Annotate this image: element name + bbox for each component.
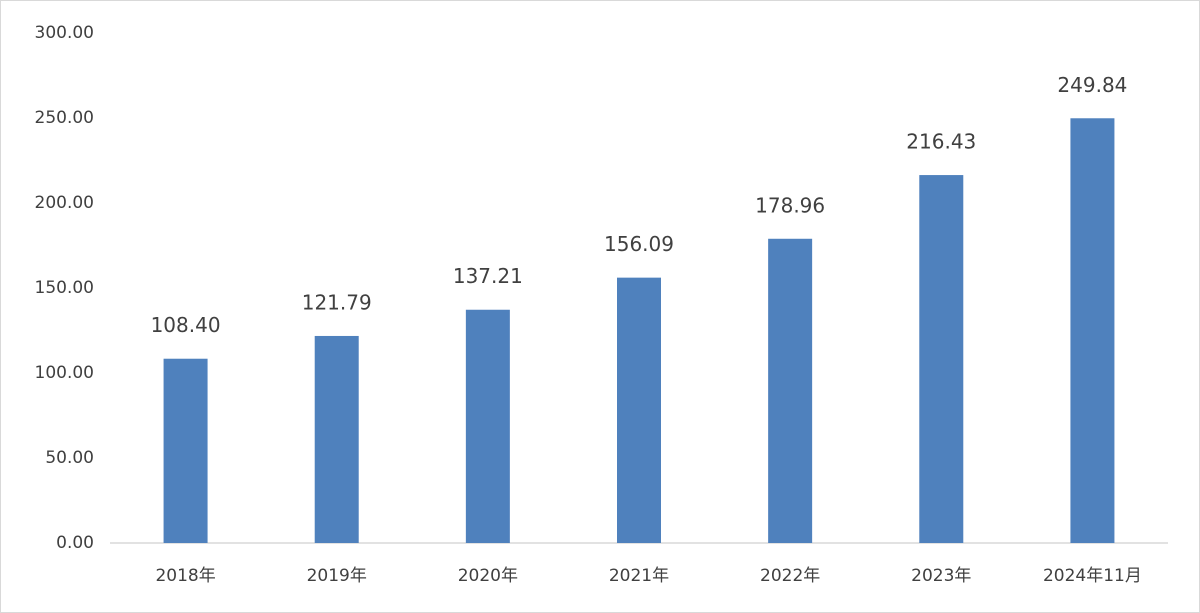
bar [617,277,661,543]
x-tick-label: 2022年 [760,566,820,586]
y-tick-label: 150.00 [35,278,94,298]
x-tick-label: 2020年 [458,566,518,586]
value-label: 137.21 [453,264,523,288]
x-tick-label: 2021年 [609,566,669,586]
bar [163,358,208,543]
value-label: 178.96 [755,193,825,217]
bar [919,175,964,543]
y-tick-label: 250.00 [35,108,94,128]
value-label: 216.43 [906,130,976,154]
bar [1070,118,1115,543]
y-tick-label: 300.00 [35,23,94,43]
y-tick-label: 100.00 [35,363,94,383]
x-tick-label: 2018年 [155,566,215,586]
value-label: 249.84 [1057,73,1127,97]
bar [314,335,359,543]
bar [465,309,510,543]
x-tick-label: 2024年11月 [1043,566,1142,586]
x-tick-label: 2019年 [307,566,367,586]
x-tick-label: 2023年 [911,566,971,586]
value-label: 156.09 [604,232,674,256]
value-label: 121.79 [302,290,372,314]
value-label: 108.40 [151,313,221,337]
y-tick-label: 50.00 [45,448,94,468]
y-tick-label: 200.00 [35,193,94,213]
y-tick-label: 0.00 [56,533,94,553]
bar [768,238,813,543]
